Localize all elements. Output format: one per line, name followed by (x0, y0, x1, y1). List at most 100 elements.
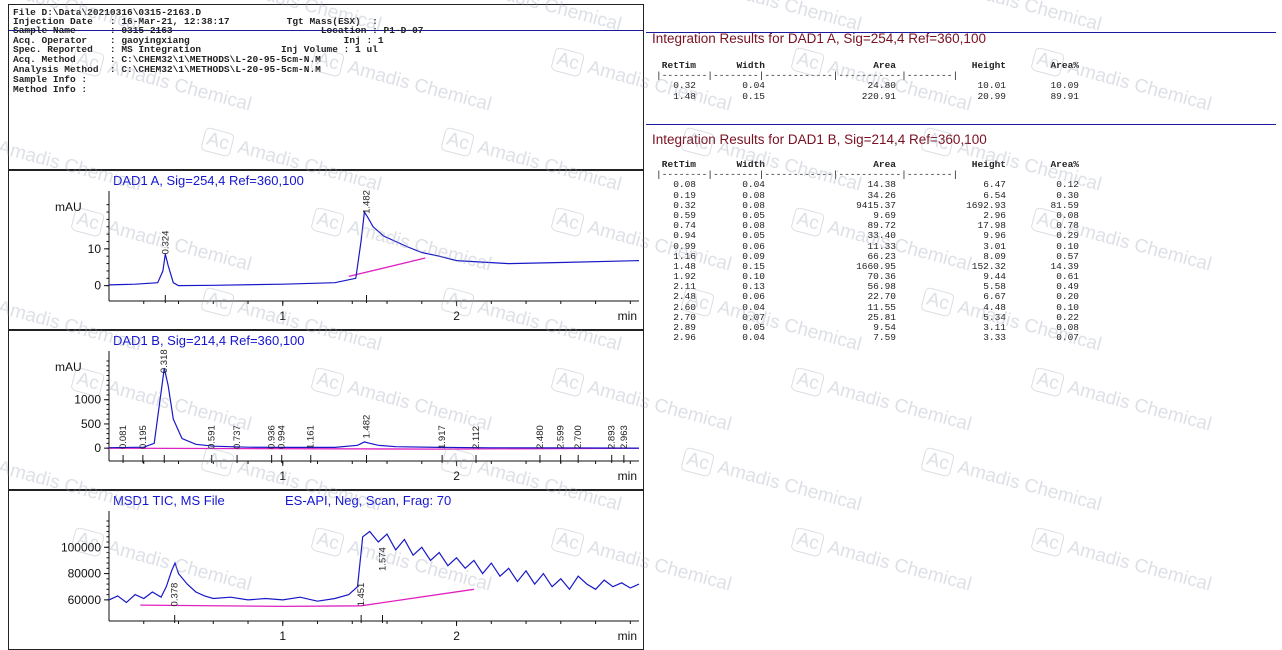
peak-label: 0.081 (118, 425, 129, 449)
table-cell: 5.34 (983, 311, 1006, 323)
x-tick-label: 1 (279, 629, 286, 643)
table-row: 0.08 0.04 14.38 6.47 0.12 (656, 179, 1079, 191)
peak-label: 2.893 (607, 425, 618, 449)
table-row: 2.96 0.04 7.59 3.33 0.07 (656, 332, 1079, 344)
table-cell: 22.70 (867, 291, 896, 303)
integration-baseline (140, 588, 474, 608)
table-cell: 5.58 (983, 281, 1006, 293)
table-cell: 0.22 (1056, 311, 1079, 323)
y-tick-label: 80000 (68, 567, 102, 581)
table-cell: 0.19 (673, 189, 696, 201)
y-tick-label: 500 (81, 417, 101, 431)
column-header: Area (873, 159, 896, 170)
table-cell: 0.10 (742, 271, 765, 283)
table-cell: 152.32 (971, 260, 1006, 272)
divider (646, 124, 1276, 125)
y-tick-label: 60000 (68, 593, 102, 607)
integration-results: Integration Results for DAD1 A, Sig=254,… (646, 4, 1276, 650)
table-cell: 33.40 (867, 230, 896, 242)
table-cell: 2.60 (673, 301, 696, 313)
table-cell: 10.01 (977, 80, 1006, 92)
table-cell: 6.54 (983, 189, 1006, 201)
table-cell: 0.08 (1056, 322, 1079, 333)
y-tick-label: 100000 (61, 540, 101, 554)
results-title-b: Integration Results for DAD1 B, Sig=214,… (652, 132, 987, 147)
table-cell: 9.96 (983, 230, 1006, 242)
table-cell: 66.23 (867, 250, 896, 262)
table-cell: 9.54 (873, 322, 896, 333)
peak-label: 2.700 (573, 425, 584, 449)
table-header: RetTim Width Area Height Area% (656, 159, 1079, 170)
chart-svg: MSD1 TIC, MS File ES-API, Neg, Scan, Frag… (61, 493, 640, 643)
y-axis-label: mAU (55, 200, 82, 214)
table-cell: 0.12 (1056, 179, 1079, 191)
y-tick-label: 0 (94, 279, 101, 293)
peak-label: 1.917 (437, 425, 448, 449)
table-cell: 0.32 (673, 199, 696, 211)
chart-title: DAD1 B, Sig=214,4 Ref=360,100 (113, 333, 305, 348)
header-line: Spec. Reported : MS Integration Inj Volu… (13, 44, 378, 55)
table-cell: 4.48 (983, 301, 1006, 313)
peak-label: 0.195 (138, 425, 149, 449)
table-row: 2.60 0.04 11.55 4.48 0.10 (656, 301, 1079, 313)
table-cell: 0.05 (742, 322, 765, 333)
chart-title: MSD1 TIC, MS File (113, 493, 225, 508)
peak-label: 0.994 (277, 425, 288, 449)
results-title-a: Integration Results for DAD1 A, Sig=254,… (652, 31, 986, 46)
table-cell: 3.11 (983, 322, 1006, 333)
table-row: 0.32 0.04 24.80 10.01 10.09 (656, 80, 1079, 92)
peak-label: 0.591 (207, 425, 218, 449)
table-cell: 0.06 (742, 240, 765, 252)
table-cell: 220.91 (861, 90, 896, 102)
table-cell: 17.98 (977, 220, 1006, 232)
table-cell: 0.74 (673, 220, 696, 232)
column-header: Area% (1050, 159, 1079, 170)
report-header: File D:\Data\20210316\0315-2163.D Inject… (8, 4, 644, 170)
header-line: Method Info : (13, 84, 88, 95)
table-cell: 0.08 (742, 220, 765, 232)
peak-label: 1.482 (362, 415, 373, 439)
table-cell: 2.70 (673, 311, 696, 323)
table-cell: 1692.93 (966, 199, 1006, 211)
results-table-b: RetTim Width Area Height Area% |--------|----… (656, 159, 1079, 344)
table-cell: 8.09 (983, 250, 1006, 262)
table-row: 2.48 0.06 22.70 6.67 0.20 (656, 291, 1079, 303)
divider (9, 30, 643, 31)
table-cell: 89.91 (1050, 90, 1079, 102)
table-cell: 0.49 (1056, 281, 1079, 293)
table-cell: 20.99 (977, 90, 1006, 102)
table-cell: 9.69 (873, 209, 896, 221)
peak-label: 1.482 (362, 190, 373, 214)
table-cell: 0.10 (1056, 301, 1079, 313)
table-cell: 81.59 (1050, 199, 1079, 211)
table-cell: 0.08 (673, 179, 696, 191)
table-row: 1.16 0.09 66.23 8.09 0.57 (656, 250, 1079, 262)
peak-label: 0.324 (160, 231, 171, 255)
peak-label: 2.599 (556, 425, 567, 449)
table-cell: 0.09 (742, 250, 765, 262)
table-cell: 10.09 (1050, 80, 1079, 92)
table-cell: 24.80 (867, 80, 896, 92)
table-cell: 0.04 (742, 179, 765, 191)
table-row: 0.74 0.08 89.72 17.98 0.78 (656, 220, 1079, 232)
signal-trace (108, 368, 640, 449)
table-cell: 1660.95 (856, 260, 896, 272)
column-header: Width (736, 60, 765, 71)
table-cell: 0.15 (742, 90, 765, 102)
table-cell: 2.48 (673, 291, 696, 303)
x-tick-label: 2 (453, 629, 460, 643)
table-cell: 0.04 (742, 301, 765, 313)
table-cell: 1.48 (673, 90, 696, 102)
table-row: 2.89 0.05 9.54 3.11 0.08 (656, 322, 1079, 333)
chart-title: DAD1 A, Sig=254,4 Ref=360,100 (113, 173, 304, 188)
header-line: Acq. Method : C:\CHEM32\1\METHODS\L-20-9… (13, 54, 321, 65)
table-cell: 7.59 (873, 332, 896, 344)
table-cell: 0.57 (1056, 250, 1079, 262)
chromatogram-dad1-b: DAD1 B, Sig=214,4 Ref=360,100 mAU 0 500 1000… (8, 330, 644, 490)
table-cell: 0.04 (742, 80, 765, 92)
table-row: 0.94 0.05 33.40 9.96 0.29 (656, 230, 1079, 242)
table-row: 0.19 0.08 34.26 6.54 0.30 (656, 189, 1079, 201)
chart-svg: DAD1 B, Sig=214,4 Ref=360,100 mAU 0 500 1000… (55, 333, 640, 483)
table-cell: 0.10 (1056, 240, 1079, 252)
y-tick-label: 10 (88, 242, 102, 256)
